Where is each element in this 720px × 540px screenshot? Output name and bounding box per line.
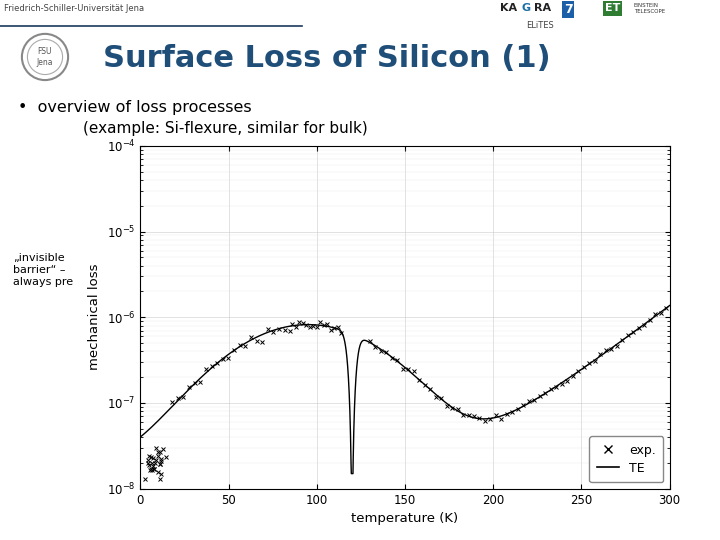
exp. xyxy=(645,316,654,323)
Text: KA: KA xyxy=(500,3,518,14)
Legend: exp., TE: exp., TE xyxy=(589,436,663,482)
Text: 1st ELiTES General Meeting / Tokyo: 1st ELiTES General Meeting / Tokyo xyxy=(243,521,477,534)
Text: ELiTES: ELiTES xyxy=(526,21,554,30)
TE xyxy=(347,470,356,477)
Text: 7: 7 xyxy=(564,3,572,16)
Text: 5 / 17: 5 / 17 xyxy=(675,521,711,534)
TE xyxy=(137,433,145,440)
exp. xyxy=(154,448,163,455)
Text: Friedrich-Schiller-Universität Jena: Friedrich-Schiller-Universität Jena xyxy=(4,4,144,14)
Line: TE: TE xyxy=(141,306,670,474)
Text: Surface Loss of Silicon (1): Surface Loss of Silicon (1) xyxy=(104,44,551,72)
TE xyxy=(338,332,347,339)
Y-axis label: mechanical loss: mechanical loss xyxy=(89,264,102,370)
Text: Ronny Nawrodt, 04/10/2012: Ronny Nawrodt, 04/10/2012 xyxy=(9,521,194,534)
Text: G: G xyxy=(522,3,531,14)
exp. xyxy=(156,461,164,467)
TE xyxy=(153,418,162,424)
TE xyxy=(351,388,359,395)
exp. xyxy=(152,490,161,497)
TE xyxy=(392,357,400,363)
exp. xyxy=(662,305,670,311)
Text: EINSTEIN
TELESCOPE: EINSTEIN TELESCOPE xyxy=(634,3,665,14)
TE xyxy=(665,302,674,309)
Line: exp.: exp. xyxy=(143,306,668,496)
Text: „invisible
barrier“ –
always pre: „invisible barrier“ – always pre xyxy=(13,253,73,287)
Text: •  overview of loss processes: • overview of loss processes xyxy=(18,100,251,115)
exp. xyxy=(224,355,233,361)
exp. xyxy=(426,386,434,393)
TE xyxy=(348,469,357,476)
Text: ET: ET xyxy=(605,3,620,14)
exp. xyxy=(365,338,374,344)
Text: RA: RA xyxy=(534,3,552,14)
Text: (example: Si-flexure, similar for bulk): (example: Si-flexure, similar for bulk) xyxy=(83,122,367,137)
TE xyxy=(346,401,354,408)
X-axis label: temperature (K): temperature (K) xyxy=(351,512,459,525)
Text: FSU
Jena: FSU Jena xyxy=(37,48,53,66)
exp. xyxy=(618,337,626,343)
